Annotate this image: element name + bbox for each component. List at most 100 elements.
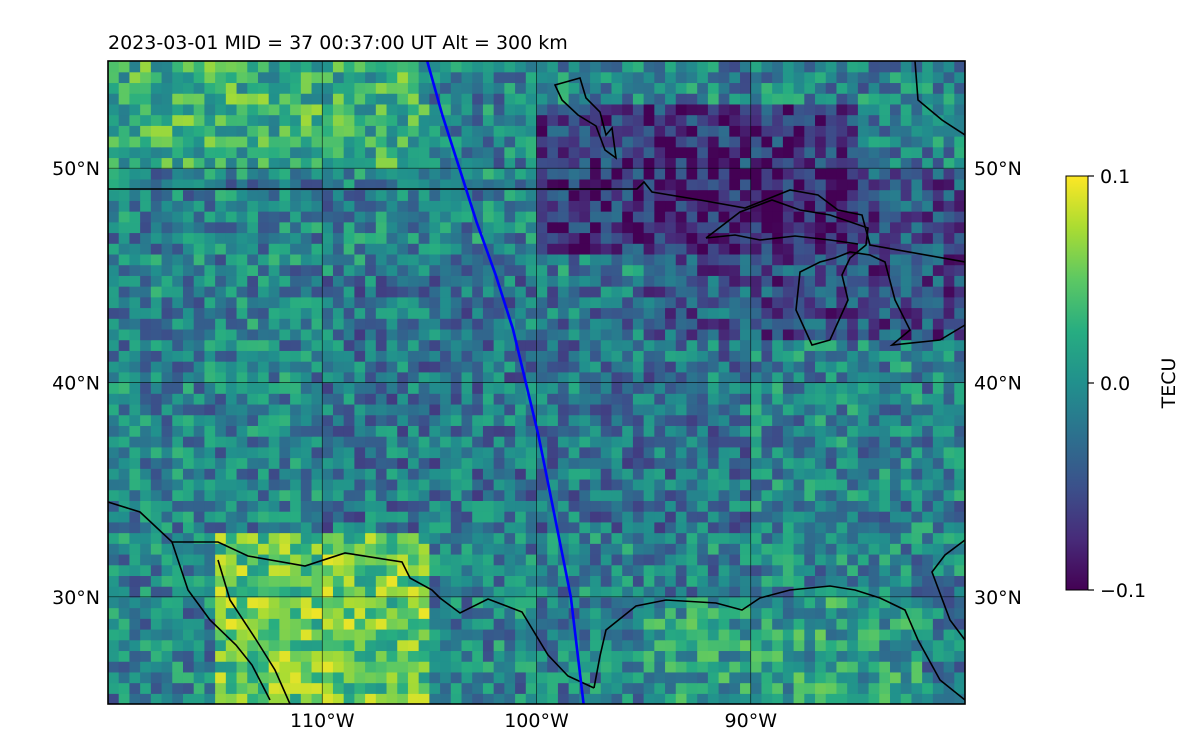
tec-cell [354,103,366,116]
tec-cell [515,671,527,684]
tec-cell [215,136,227,148]
tec-cell [825,275,838,287]
tec-cell [697,575,709,587]
tec-cell [182,296,195,309]
tec-cell [557,671,570,684]
tec-cell [504,178,516,191]
tec-cell [890,436,902,448]
tec-cell [675,639,688,652]
tec-cell [718,650,730,662]
tec-cell [579,146,591,159]
tec-cell [772,157,784,169]
tec-cell [557,125,570,137]
tec-cell [236,511,248,523]
tec-cell [557,446,570,459]
tec-cell [568,275,580,287]
tec-cell [847,339,859,351]
tec-cell [247,350,259,362]
tec-cell [761,264,773,276]
tec-cell [129,436,141,448]
tec-cell [204,339,216,351]
tec-cell [204,521,216,534]
tec-cell [515,468,527,480]
tec-cell [204,232,216,244]
tec-cell [525,650,538,662]
tec-cell [172,532,184,544]
tec-cell [375,671,388,684]
tec-cell [268,414,280,426]
tec-cell [890,350,902,362]
tec-cell [825,318,838,330]
tec-cell [247,639,259,652]
tec-cell [590,403,602,416]
tec-cell [932,661,945,673]
tec-cell [793,286,805,298]
tec-cell [193,532,206,544]
tec-cell [729,489,741,501]
tec-cell [311,403,323,416]
tec-cell [654,403,666,416]
tec-cell [579,564,591,576]
tec-cell [440,575,452,587]
tec-cell [375,61,388,73]
tec-cell [354,339,366,351]
tec-cell [761,211,773,223]
tec-cell [665,103,677,116]
tec-cell [868,682,880,694]
tec-cell [740,71,752,84]
tec-cell [375,146,388,159]
tec-cell [697,607,709,619]
tec-cell [654,361,666,373]
tec-cell [300,253,313,266]
tec-cell [547,136,559,148]
tec-cell [461,596,473,609]
tec-cell [172,146,184,159]
tec-cell [740,553,752,566]
tec-cell [311,436,323,448]
tec-cell [172,382,184,394]
tec-cell [815,575,827,587]
tec-cell [450,639,463,652]
tec-cell [547,511,559,523]
tec-cell [686,575,698,587]
tec-cell [247,71,259,84]
tec-cell [622,425,634,437]
tec-cell [868,500,880,512]
tec-cell [482,446,495,459]
tec-cell [782,682,795,694]
tec-cell [182,543,195,555]
tec-cell [108,564,120,576]
tec-cell [193,178,206,191]
tec-cell [600,403,613,416]
tec-cell [204,543,216,555]
tec-cell [665,71,677,84]
tec-cell [204,264,216,276]
tec-cell [322,650,334,662]
tec-cell [632,618,645,630]
tec-cell [493,489,505,501]
tec-cell [772,553,784,566]
tec-cell [707,489,720,501]
tec-cell [225,628,238,641]
tec-cell [654,468,666,480]
tec-cell [397,393,409,405]
tec-cell [600,328,613,341]
tec-cell [108,71,120,84]
tec-cell [225,307,238,319]
tec-cell [707,586,720,598]
tec-cell [847,296,859,309]
tec-cell [611,500,623,512]
tec-cell [547,307,559,319]
tec-cell [557,425,570,437]
tec-cell [943,286,955,298]
tec-cell [193,446,206,459]
tec-cell [247,361,259,373]
tec-cell [675,221,688,234]
tec-cell [236,371,248,384]
tec-cell [407,511,420,523]
tec-cell [140,93,152,105]
tec-cell [300,639,313,652]
tec-cell [568,61,580,73]
tec-cell [268,489,280,501]
tec-cell [343,103,355,116]
